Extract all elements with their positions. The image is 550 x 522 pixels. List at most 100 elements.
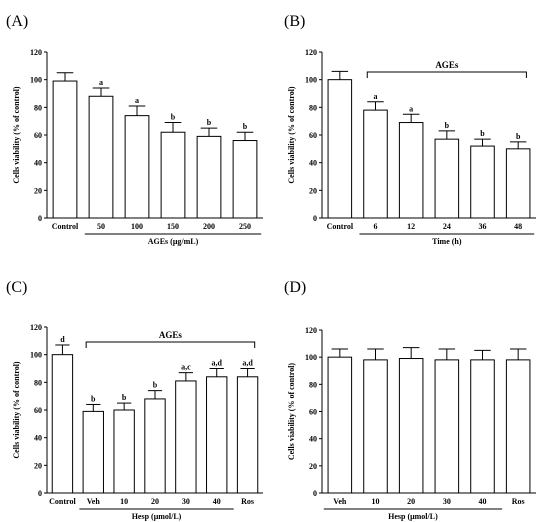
x-tick-label: 150 (167, 222, 179, 231)
y-tick-label: 60 (309, 131, 317, 140)
panel-c: (C) 0 20 40 60 80 100 120 Cells viability (% of … (6, 279, 263, 521)
group-bracket-label: AGEs (435, 60, 459, 70)
y-tick-label: 40 (34, 434, 42, 443)
y-tick-label: 60 (309, 408, 317, 417)
group-bracket (85, 341, 256, 348)
x-tick-label: 30 (182, 497, 190, 506)
x-tick-label: 20 (151, 497, 159, 506)
x-axis-title: Hesp (μmol/L) (388, 512, 438, 521)
x-tick-label: 100 (131, 222, 143, 231)
bar (398, 358, 424, 494)
x-tick-label: 12 (407, 222, 415, 231)
bar (470, 145, 495, 219)
significance-label: a,d (211, 359, 222, 368)
bar (470, 359, 495, 494)
bar (144, 398, 166, 494)
significance-label: b (445, 121, 450, 130)
panel-b: (B) 0 20 40 60 80 100 120 Cells viability (% of … (284, 13, 536, 246)
x-tick-label: 24 (443, 222, 451, 231)
bar (88, 95, 114, 219)
significance-label: a (374, 92, 378, 101)
x-tick-label: 36 (479, 222, 487, 231)
x-tick-label: 10 (372, 497, 380, 506)
y-tick-label: 100 (305, 76, 317, 85)
panel-letter: (D) (284, 279, 306, 296)
significance-label: a (409, 104, 413, 113)
y-tick-label: 120 (30, 323, 42, 332)
significance-label: b (207, 118, 212, 127)
x-tick-label: 40 (213, 497, 221, 506)
y-tick-label: 80 (309, 103, 317, 112)
y-axis-title: Cells viability (% of control) (12, 86, 21, 184)
y-tick-label: 80 (34, 103, 42, 112)
y-axis-title: Cells viability (% of control) (287, 86, 296, 184)
bar (398, 122, 424, 219)
bar (434, 359, 460, 494)
bar (175, 380, 197, 494)
bar (113, 409, 135, 494)
y-tick-label: 20 (309, 186, 317, 195)
y-tick-label: 20 (34, 461, 42, 470)
x-axis-title: AGEs (μg/mL) (148, 237, 199, 246)
x-tick-label: 40 (479, 497, 487, 506)
bar (236, 376, 259, 494)
y-tick-label: 0 (313, 214, 317, 223)
bar (124, 115, 150, 219)
y-axis-title: Cells viability (% of control) (287, 363, 296, 461)
bar (206, 376, 228, 494)
y-tick-label: 0 (38, 489, 42, 498)
bar (52, 80, 78, 219)
bar (363, 359, 388, 494)
x-tick-label: 6 (374, 222, 378, 231)
bar (505, 359, 531, 494)
bar (160, 131, 186, 219)
panel-a: (A) 0 20 40 60 80 100 120 Cells viability (% of … (6, 13, 263, 246)
significance-label: a,d (242, 359, 253, 368)
y-tick-label: 80 (34, 378, 42, 387)
y-tick-label: 40 (34, 159, 42, 168)
x-tick-label: Veh (333, 497, 347, 506)
bar (51, 354, 74, 494)
y-tick-label: 0 (313, 489, 317, 498)
y-tick-label: 0 (38, 214, 42, 223)
y-tick-label: 100 (30, 351, 42, 360)
group-bracket (366, 71, 527, 78)
bar (505, 148, 531, 219)
y-tick-label: 40 (309, 435, 317, 444)
y-tick-label: 20 (34, 186, 42, 195)
significance-label: a,c (181, 363, 191, 372)
x-tick-label: 48 (514, 222, 522, 231)
y-tick-label: 120 (305, 326, 317, 335)
panel-d: (D) 0 20 40 60 80 100 120 Cells viability (% of … (284, 279, 536, 521)
bar (434, 138, 460, 219)
bar (327, 356, 353, 494)
x-tick-label: Veh (87, 497, 101, 506)
significance-label: b (153, 381, 158, 390)
y-tick-label: 60 (34, 406, 42, 415)
group-bracket-label: AGEs (159, 330, 183, 340)
x-tick-label: Ros (512, 497, 525, 506)
y-axis-title: Cells viability (% of control) (12, 361, 21, 459)
significance-label: b (91, 394, 96, 403)
bar (327, 79, 353, 219)
significance-label: a (135, 96, 139, 105)
x-tick-label: 20 (407, 497, 415, 506)
significance-label: b (516, 132, 521, 141)
significance-label: b (122, 393, 127, 402)
y-tick-label: 100 (30, 76, 42, 85)
x-axis-title: Hesp (μmol/L) (132, 512, 182, 521)
y-tick-label: 20 (309, 462, 317, 471)
x-tick-label: Ros (241, 497, 254, 506)
x-tick-label: Control (327, 222, 354, 231)
significance-label: d (60, 335, 65, 344)
x-tick-label: Control (49, 497, 76, 506)
bar (82, 410, 104, 494)
panel-letter: (B) (284, 13, 305, 30)
x-tick-label: Control (52, 222, 79, 231)
x-tick-label: 10 (120, 497, 128, 506)
bar (232, 140, 258, 219)
y-tick-label: 100 (305, 353, 317, 362)
bar (363, 109, 388, 219)
x-tick-label: 250 (239, 222, 251, 231)
